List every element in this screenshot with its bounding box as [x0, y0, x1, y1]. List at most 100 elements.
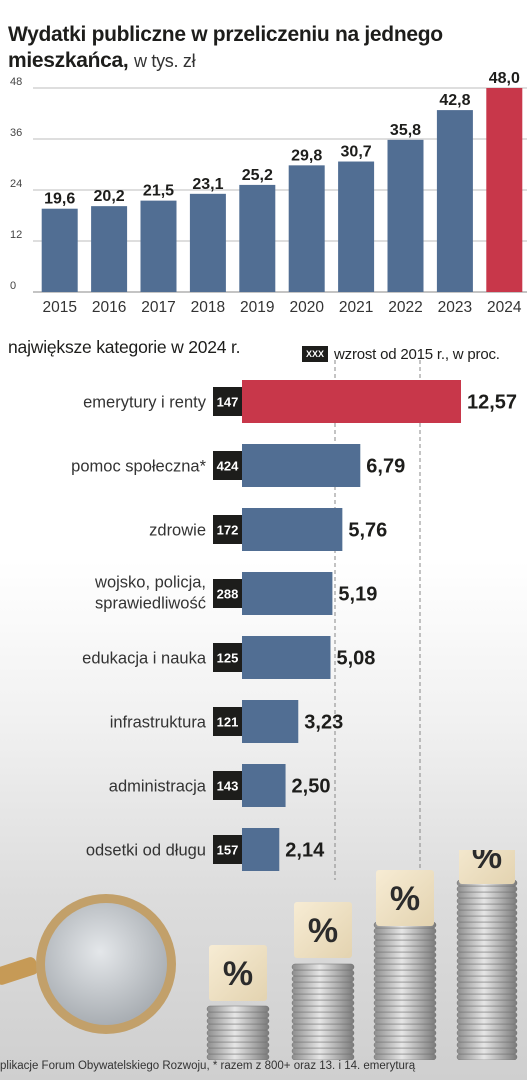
coin	[291, 1029, 355, 1037]
legend: XXX wzrost od 2015 r., w proc.	[302, 345, 500, 363]
coin	[291, 981, 355, 989]
coin	[291, 1035, 355, 1043]
bar	[338, 161, 375, 292]
coin	[456, 1011, 518, 1019]
percent-cube	[459, 850, 515, 884]
coin	[373, 1041, 437, 1049]
coin	[373, 1023, 437, 1031]
coin	[456, 915, 518, 923]
coin	[456, 1005, 518, 1013]
coin	[456, 1017, 518, 1025]
coin	[373, 1017, 437, 1025]
coin	[291, 993, 355, 1001]
growth-badge	[213, 771, 242, 800]
coin	[456, 909, 518, 917]
x-tick-label: 2020	[289, 299, 324, 316]
coin	[456, 969, 518, 977]
categories-title: największe kategorie w 2024 r.	[8, 337, 241, 357]
coin	[373, 1005, 437, 1013]
category-label: edukacja i nauka	[82, 650, 207, 668]
category-bar	[242, 572, 333, 615]
category-label: administracja	[109, 778, 207, 796]
coin	[456, 903, 518, 911]
bar-value-label: 20,2	[94, 188, 125, 205]
coin	[373, 981, 437, 989]
growth-badge-value: 424	[217, 459, 239, 474]
category-label: wojsko, policja, sprawiedliwość	[94, 574, 206, 613]
category-bar	[242, 636, 331, 679]
coin	[373, 999, 437, 1007]
percent-cube	[294, 902, 352, 958]
coin	[291, 975, 355, 983]
category-bar	[242, 380, 461, 423]
bar	[140, 200, 177, 292]
growth-badge	[213, 835, 242, 864]
category-label-line: wojsko, policja,	[94, 574, 206, 592]
chart-title: Wydatki publiczne w przeliczeniu na jedn…	[8, 22, 513, 74]
category-label: zdrowie	[149, 522, 206, 540]
category-bar	[242, 764, 286, 807]
coin	[456, 933, 518, 941]
category-bar	[242, 700, 299, 743]
coin	[206, 1005, 270, 1013]
source-note: plikacje Forum Obywatelskiego Rozwoju, *…	[0, 1060, 416, 1072]
coin	[456, 921, 518, 929]
y-tick-label: 24	[10, 178, 22, 190]
coin	[373, 1029, 437, 1037]
coin	[373, 1011, 437, 1019]
growth-badge-value: 288	[217, 587, 239, 602]
coin	[373, 963, 437, 971]
coin	[373, 927, 437, 935]
bar-value-label: 25,2	[242, 167, 273, 184]
coin	[373, 1035, 437, 1043]
category-value-label: 5,19	[338, 584, 377, 606]
category-label: pomoc społeczna*	[71, 458, 206, 476]
bar-value-label: 29,8	[291, 147, 322, 164]
coin	[456, 897, 518, 905]
bar	[288, 165, 325, 292]
categories-chart: 12,57 147 emerytury i renty 6,79 424 pomoc sp…	[71, 360, 517, 880]
coin	[456, 957, 518, 965]
coin	[206, 1017, 270, 1025]
growth-badge	[213, 579, 242, 608]
percent-symbol-icon: %	[223, 955, 253, 993]
category-bar	[242, 828, 280, 871]
title-text: Wydatki publiczne w przeliczeniu na jedn…	[8, 23, 443, 72]
coin	[206, 1029, 270, 1037]
growth-badge	[213, 643, 242, 672]
category-value-label: 5,76	[348, 520, 387, 542]
category-value-label: 2,14	[285, 840, 325, 862]
growth-badge	[213, 387, 242, 416]
coin	[456, 1029, 518, 1037]
coin	[456, 927, 518, 935]
bar-value-label: 35,8	[390, 122, 421, 139]
coin	[456, 939, 518, 947]
coin	[291, 1017, 355, 1025]
magnifier-handle	[0, 957, 39, 985]
magnifier-lens	[45, 903, 167, 1025]
x-tick-label: 2016	[92, 299, 126, 316]
x-tick-label: 2019	[240, 299, 274, 316]
coin	[456, 1047, 518, 1055]
category-value-label: 5,08	[337, 648, 376, 670]
category-label-line: sprawiedliwość	[95, 595, 206, 613]
category-value-label: 2,50	[292, 776, 331, 798]
coin	[206, 1035, 270, 1043]
growth-badge-value: 125	[217, 651, 239, 666]
coin	[456, 963, 518, 971]
coin	[456, 993, 518, 1001]
bar	[486, 88, 523, 292]
coin	[291, 1023, 355, 1031]
category-value-label: 12,57	[467, 392, 517, 414]
y-tick-label: 0	[10, 280, 16, 292]
coin	[291, 1011, 355, 1019]
coin	[456, 1035, 518, 1043]
bar	[41, 208, 78, 292]
coin	[373, 975, 437, 983]
bar	[387, 139, 424, 292]
growth-badge-value: 121	[217, 715, 239, 730]
annual-spending-chart: 0 12 24 36 48 19,6 2015 20,2 2016 21,5 2017 23,1 201…	[10, 70, 527, 316]
coin	[456, 981, 518, 989]
coin	[456, 987, 518, 995]
coin	[456, 999, 518, 1007]
